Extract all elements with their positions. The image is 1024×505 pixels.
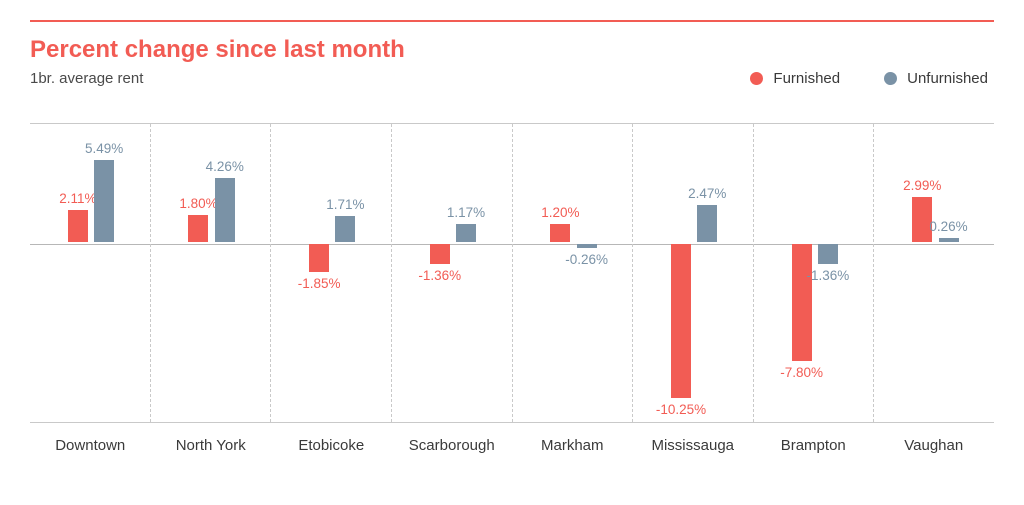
bar: 1.17% [456,224,476,242]
x-axis-labels: DowntownNorth YorkEtobicokeScarboroughMa… [30,437,994,454]
bar: 0.26% [939,238,959,242]
legend-label-furnished: Furnished [773,70,840,87]
bar-value-label: 1.20% [541,205,579,220]
x-axis-label: Vaughan [874,437,995,454]
bar-group: 1.80%4.26% [151,124,272,422]
chart-title: Percent change since last month [30,36,994,64]
legend-swatch-furnished [750,72,763,85]
bar-group: 2.99% 0.26% [874,124,994,422]
bar-value-label: 2.47% [688,186,726,201]
bar: 1.20% [550,224,570,242]
bar-value-label: 1.71% [326,197,364,212]
x-axis-label: North York [151,437,272,454]
x-axis-label: Scarborough [392,437,513,454]
chart-plot-area: 2.11%5.49%1.80%4.26%-1.85%1.71%-1.36%1.1… [30,123,994,423]
bar-value-label: -1.85% [298,276,341,291]
bar-group: -1.85% 1.71% [271,124,392,422]
legend-item-unfurnished: Unfurnished [884,70,988,87]
bar: 2.47% [697,205,717,242]
x-axis-label: Brampton [753,437,874,454]
bar: 5.49% [94,160,114,242]
bar: -1.85% [309,244,329,272]
bar-value-label: 1.80% [179,196,217,211]
bar-value-label: -7.80% [780,365,823,380]
bar-value-label: -10.25% [656,402,706,417]
bar-value-label: 0.26% [929,219,967,234]
top-rule [30,20,994,22]
bar-value-label: 2.99% [903,178,941,193]
bar: 1.80% [188,215,208,242]
legend-swatch-unfurnished [884,72,897,85]
bar-group: -7.80%-1.36% [754,124,875,422]
x-axis-label: Etobicoke [271,437,392,454]
legend-item-furnished: Furnished [750,70,840,87]
bar: -0.26% [577,244,597,248]
bar: 4.26% [215,178,235,242]
bar: -7.80% [792,244,812,361]
legend-label-unfurnished: Unfurnished [907,70,988,87]
bar-value-label: -0.26% [565,252,608,267]
header-row: 1br. average rent Furnished Unfurnished [30,70,994,87]
legend: Furnished Unfurnished [750,70,994,87]
bar: 2.11% [68,210,88,242]
bar-value-label: 2.11% [59,191,96,206]
bar-group: -1.36% 1.17% [392,124,513,422]
bar-groups: 2.11%5.49%1.80%4.26%-1.85%1.71%-1.36%1.1… [30,124,994,422]
x-axis-label: Downtown [30,437,151,454]
bar-value-label: -1.36% [807,268,850,283]
bar: -10.25% [671,244,691,398]
bar-value-label: 5.49% [85,141,123,156]
bar-value-label: 1.17% [447,205,485,220]
bar-value-label: 4.26% [206,159,244,174]
bar-group: 2.11%5.49% [30,124,151,422]
bar-group: -10.25% 2.47% [633,124,754,422]
chart-container: Percent change since last month 1br. ave… [0,0,1024,505]
bar: 1.71% [335,216,355,242]
chart-subtitle: 1br. average rent [30,70,143,87]
x-axis-label: Mississauga [633,437,754,454]
x-axis-label: Markham [512,437,633,454]
bar: -1.36% [430,244,450,264]
bar-value-label: -1.36% [418,268,461,283]
bar-group: 1.20% -0.26% [513,124,634,422]
bar: -1.36% [818,244,838,264]
